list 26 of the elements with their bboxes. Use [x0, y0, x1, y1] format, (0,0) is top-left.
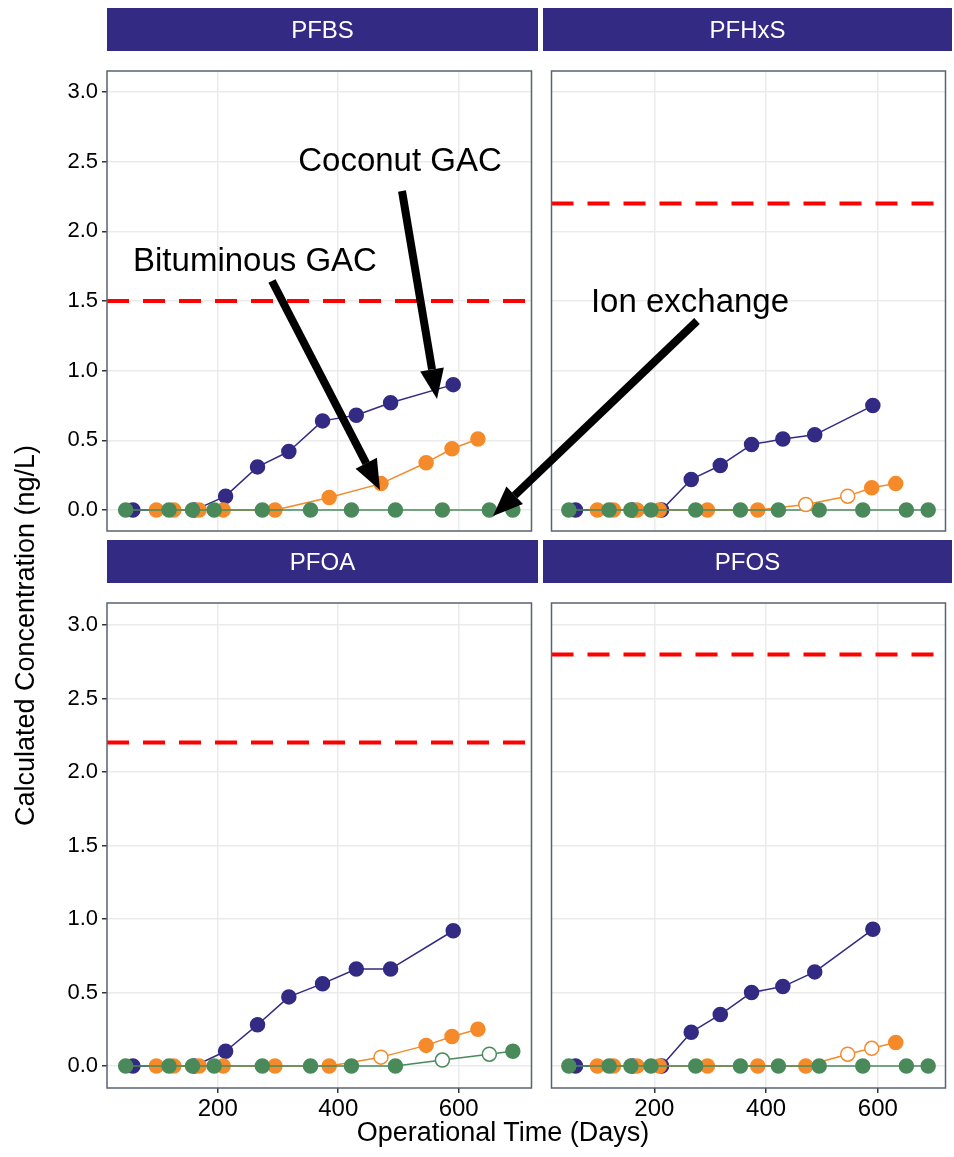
y-tick-label: 0.5: [67, 426, 98, 452]
chart-title: PFOA: [107, 540, 538, 583]
y-tick-label: 1.0: [67, 905, 98, 931]
y-tick-label: 2.0: [67, 217, 98, 243]
y-tick-label: 0.0: [67, 496, 98, 522]
y-tick-label: 2.0: [67, 758, 98, 784]
x-tick-label: 400: [746, 1094, 787, 1122]
y-axis-title: Calculated Concentration (ng/L): [10, 444, 42, 826]
chart-title: PFHxS: [543, 8, 952, 51]
y-tick-label: 1.5: [67, 831, 98, 857]
y-tick-label: 0.5: [67, 978, 98, 1004]
x-tick-label: 200: [197, 1094, 238, 1122]
chart-title: PFOS: [543, 540, 952, 583]
chart-title: PFBS: [107, 8, 538, 51]
y-tick-label: 3.0: [67, 77, 98, 103]
y-tick-label: 0.0: [67, 1052, 98, 1078]
y-tick-label: 2.5: [67, 684, 98, 710]
y-tick-label: 1.0: [67, 356, 98, 382]
annotation: Bituminous GAC: [133, 241, 377, 278]
annotation: Coconut GAC: [298, 141, 502, 178]
y-tick-label: 2.5: [67, 147, 98, 173]
annotation: Ion exchange: [590, 282, 790, 319]
x-tick-label: 600: [857, 1094, 898, 1122]
y-tick-label: 1.5: [67, 287, 98, 313]
x-tick-label: 400: [318, 1094, 359, 1122]
y-tick-label: 3.0: [67, 611, 98, 637]
